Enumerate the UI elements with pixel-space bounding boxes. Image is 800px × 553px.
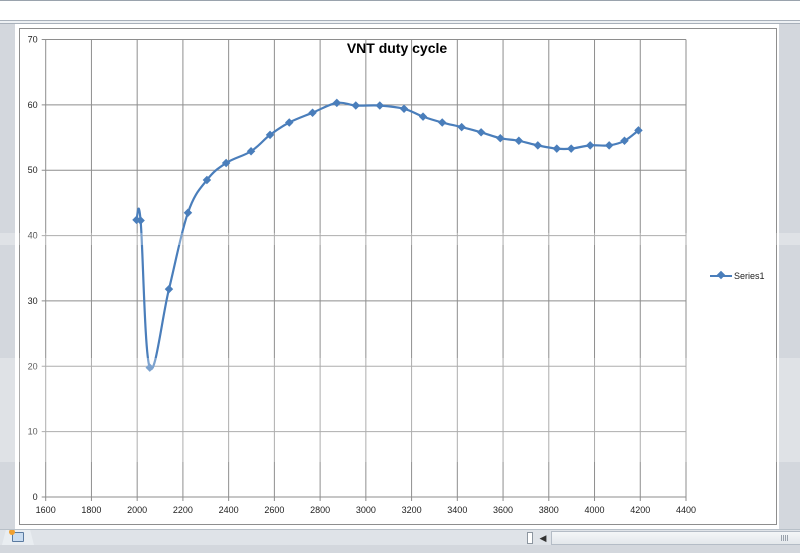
x-tick-label: 2200 — [173, 505, 193, 515]
x-tick-label: 2600 — [264, 505, 284, 515]
x-tick-label: 3400 — [447, 505, 467, 515]
chart-legend[interactable]: Series1 — [710, 268, 765, 284]
data-point-marker[interactable] — [145, 363, 154, 372]
x-tick-label: 2800 — [310, 505, 330, 515]
x-tick-label: 3000 — [356, 505, 376, 515]
chart-title[interactable]: VNT duty cycle — [347, 40, 448, 56]
y-tick-label: 0 — [33, 492, 38, 502]
sheet-tab-bar: ◀ — [0, 529, 800, 545]
insert-worksheet-tab[interactable] — [2, 530, 34, 545]
y-tick-label: 40 — [28, 231, 38, 241]
data-point-marker[interactable] — [375, 101, 385, 110]
x-tick-label: 3800 — [539, 505, 559, 515]
tab-splitter-handle[interactable] — [527, 532, 533, 544]
data-point-marker[interactable] — [136, 216, 145, 225]
x-tick-label: 2000 — [127, 505, 147, 515]
legend-label-series1: Series1 — [734, 271, 765, 281]
data-point-marker[interactable] — [221, 158, 231, 168]
data-point-marker[interactable] — [552, 144, 562, 153]
data-point-marker[interactable] — [246, 147, 256, 156]
x-tick-label: 3200 — [402, 505, 422, 515]
formula-bar-area[interactable] — [0, 0, 800, 20]
x-tick-label: 2400 — [219, 505, 239, 515]
x-tick-label: 4000 — [585, 505, 605, 515]
y-tick-label: 60 — [28, 100, 38, 110]
x-axis-tick-labels: 1600 1800 2000 2200 2400 2600 2800 3000 3200 3400… — [36, 505, 696, 515]
horizontal-scrollbar[interactable] — [551, 531, 800, 545]
y-tick-label: 50 — [28, 165, 38, 175]
data-point-marker[interactable] — [514, 136, 524, 146]
insert-worksheet-icon — [9, 530, 24, 542]
data-point-marker[interactable] — [585, 141, 595, 150]
data-point-marker[interactable] — [604, 141, 614, 150]
data-point-marker[interactable] — [418, 112, 428, 121]
formula-bar-divider — [0, 20, 800, 24]
y-tick-label: 30 — [28, 296, 38, 306]
data-point-marker[interactable] — [533, 141, 543, 150]
x-tick-label: 4200 — [630, 505, 650, 515]
data-point-marker[interactable] — [496, 133, 505, 143]
chart-frame — [19, 28, 777, 525]
y-axis-tick-labels: 0 10 20 30 40 50 60 70 — [28, 35, 38, 503]
data-point-marker[interactable] — [183, 208, 193, 217]
gridlines — [41, 39, 687, 501]
y-tick-label: 10 — [28, 427, 38, 437]
data-point-marker[interactable] — [285, 118, 294, 127]
x-tick-label: 4400 — [676, 505, 696, 515]
data-point-marker[interactable] — [351, 101, 361, 110]
data-point-marker[interactable] — [457, 122, 466, 132]
data-point-marker[interactable] — [308, 108, 317, 117]
data-point-marker[interactable] — [476, 128, 486, 137]
y-tick-label: 70 — [28, 35, 38, 45]
data-point-marker[interactable] — [437, 118, 447, 127]
data-point-marker[interactable] — [566, 144, 576, 153]
data-point-marker[interactable] — [202, 175, 212, 185]
data-point-marker[interactable] — [265, 130, 275, 140]
scroll-grip-icon — [781, 535, 788, 541]
legend-series-marker-icon — [710, 275, 732, 277]
series1-markers[interactable] — [132, 98, 643, 372]
x-tick-label: 3600 — [493, 505, 513, 515]
y-tick-label: 20 — [28, 361, 38, 371]
x-tick-label: 1800 — [81, 505, 101, 515]
data-point-marker[interactable] — [164, 284, 174, 294]
x-tick-label: 1600 — [36, 505, 56, 515]
data-point-marker[interactable] — [332, 98, 342, 108]
data-point-marker[interactable] — [399, 104, 409, 114]
scroll-left-arrow-icon[interactable]: ◀ — [539, 532, 547, 543]
status-bar — [0, 545, 800, 553]
